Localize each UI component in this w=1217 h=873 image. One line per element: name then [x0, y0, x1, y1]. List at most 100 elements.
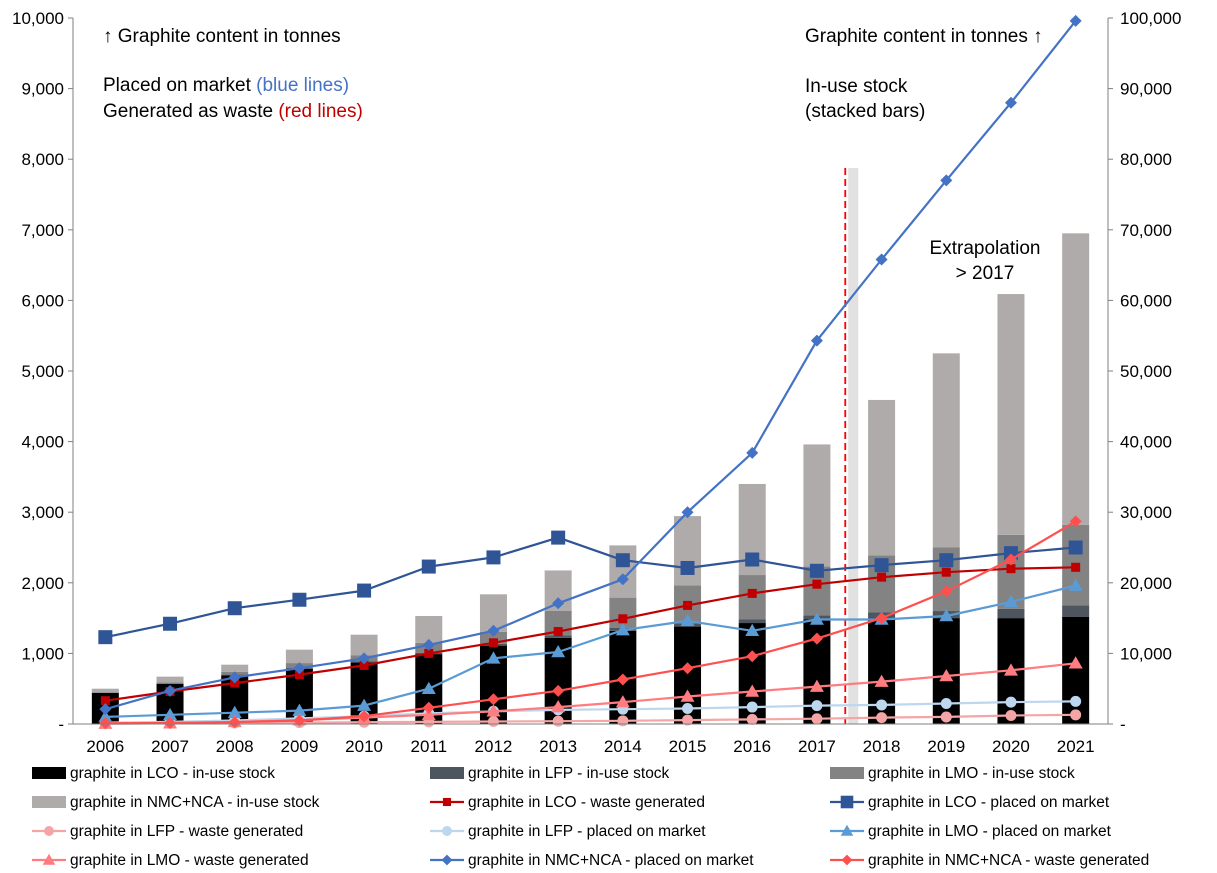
line-graphite-in-lmo-placed-on-market: [105, 584, 1076, 718]
point-graphite-in-lfp-placed-on-market-2016: [746, 701, 758, 713]
bar-graphite-in-nmc-nca-in-use-stock-2010: [350, 634, 378, 656]
right-tick-label: 90,000: [1120, 80, 1172, 99]
right-tick-label: 80,000: [1120, 150, 1172, 169]
right-tick-label: 40,000: [1120, 433, 1172, 452]
left-tick-label: 2,000: [21, 574, 64, 593]
point-graphite-in-nmc-nca-waste-generated-2014: [616, 673, 629, 686]
extrapolation-shadow: [848, 168, 859, 724]
legend-label: graphite in LFP - in-use stock: [468, 765, 670, 782]
point-graphite-in-lco-waste-generated-2018: [877, 572, 887, 582]
legend-item-graphite-in-lmo-waste-generated: graphite in LMO - waste generated: [32, 852, 309, 869]
point-graphite-in-nmc-nca-placed-on-market-2013: [552, 597, 565, 610]
extrapolation-label: Extrapolation: [930, 238, 1041, 259]
line-graphite-in-lco-placed-on-market: [105, 536, 1076, 639]
point-graphite-in-lco-placed-on-market-2016: [745, 552, 760, 567]
left-tick-label: -: [58, 715, 64, 734]
right-tick-label: 30,000: [1120, 503, 1172, 522]
bar-graphite-in-lco-in-use-stock-2021: [1062, 616, 1090, 724]
point-graphite-in-lmo-placed-on-market-2008: [227, 705, 242, 718]
point-graphite-in-lco-waste-generated-2012: [488, 638, 498, 648]
point-graphite-in-lfp-placed-on-market-2018: [876, 699, 888, 711]
placed-on-market-color-hint: (blue lines): [256, 75, 349, 96]
point-graphite-in-nmc-nca-placed-on-market-2009: [293, 662, 306, 675]
bar-graphite-in-lmo-in-use-stock-2007: [156, 682, 184, 684]
legend-swatch: [32, 767, 66, 779]
x-tick-label: 2008: [216, 737, 254, 756]
point-graphite-in-nmc-nca-waste-generated-2019: [940, 585, 953, 598]
point-graphite-in-lmo-waste-generated-2019: [939, 668, 954, 682]
bar-graphite-in-nmc-nca-in-use-stock-2021: [1062, 233, 1090, 525]
point-graphite-in-lmo-placed-on-market-2021: [1068, 578, 1083, 591]
legend-swatch: [430, 767, 464, 779]
point-graphite-in-nmc-nca-placed-on-market-2019: [940, 174, 953, 187]
bar-graphite-in-nmc-nca-in-use-stock-2008: [221, 664, 249, 672]
placed-on-market-prefix: Placed on market: [103, 75, 256, 96]
bar-graphite-in-lfp-in-use-stock-2021: [1062, 605, 1090, 617]
legend-swatch: [830, 767, 864, 779]
right-axis-unit: Graphite content in tonnes ↑: [805, 26, 1043, 47]
point-graphite-in-lmo-waste-generated-2013: [551, 700, 566, 713]
left-tick-label: 8,000: [21, 150, 64, 169]
legend-label: graphite in LMO - waste generated: [70, 852, 309, 869]
legend-label: graphite in LCO - waste generated: [468, 794, 705, 811]
legend-item-graphite-in-lfp-waste-generated: graphite in LFP - waste generated: [32, 823, 303, 840]
legend-item-graphite-in-lfp-placed-on-market: graphite in LFP - placed on market: [430, 823, 706, 840]
point-graphite-in-lco-waste-generated-2014: [618, 614, 628, 624]
legend-item-graphite-in-lco-placed-on-market: graphite in LCO - placed on market: [830, 794, 1110, 811]
point-graphite-in-lmo-placed-on-market-2014: [615, 623, 630, 636]
point-graphite-in-nmc-nca-placed-on-market-2008: [228, 671, 241, 684]
x-tick-label: 2006: [86, 737, 124, 756]
point-graphite-in-nmc-nca-waste-generated-2009: [293, 714, 306, 727]
x-tick-label: 2013: [539, 737, 577, 756]
axes: - 1,000 2,000 3,000 4,000 5,000 6,000 7,000 8,00…: [12, 9, 1181, 756]
x-tick-label: 2010: [345, 737, 383, 756]
line-series: [98, 14, 1083, 730]
x-tick-label: 2016: [733, 737, 771, 756]
legend-label: graphite in NMC+NCA - in-use stock: [70, 794, 320, 811]
legend-label: graphite in LFP - waste generated: [70, 823, 303, 840]
legend-swatch-marker: [42, 853, 56, 865]
bar-graphite-in-nmc-nca-in-use-stock-2007: [156, 676, 184, 683]
point-graphite-in-lmo-placed-on-market-2017: [809, 612, 824, 625]
point-graphite-in-lco-placed-on-market-2021: [1068, 540, 1083, 555]
point-graphite-in-lmo-placed-on-market-2013: [551, 644, 566, 658]
left-tick-label: 7,000: [21, 221, 64, 240]
point-graphite-in-lco-placed-on-market-2015: [680, 560, 695, 575]
extrapolation-marker: [844, 168, 859, 724]
left-tick-label: 10,000: [12, 9, 64, 28]
point-graphite-in-nmc-nca-waste-generated-2011: [422, 701, 435, 714]
point-graphite-in-lmo-waste-generated-2021: [1068, 656, 1083, 669]
left-tick-label: 5,000: [21, 362, 64, 381]
point-graphite-in-lmo-placed-on-market-2012: [486, 651, 501, 664]
point-graphite-in-lfp-placed-on-market-2020: [1005, 696, 1017, 708]
series-graphite-in-nmc-nca-waste-generated: [99, 515, 1082, 730]
point-graphite-in-lmo-waste-generated-2012: [486, 704, 501, 717]
bar-graphite-in-nmc-nca-in-use-stock-2017: [803, 444, 831, 567]
legend-label: graphite in LFP - placed on market: [468, 823, 706, 840]
point-graphite-in-nmc-nca-placed-on-market-2010: [358, 652, 371, 665]
legend-swatch-marker: [840, 824, 854, 836]
series-graphite-in-lco-placed-on-market: [98, 530, 1083, 645]
point-graphite-in-lco-waste-generated-2010: [359, 660, 369, 670]
legend-item-graphite-in-lmo-in-use-stock: graphite in LMO - in-use stock: [830, 765, 1075, 782]
bar-graphite-in-nmc-nca-in-use-stock-2006: [91, 688, 119, 693]
point-graphite-in-nmc-nca-waste-generated-2016: [746, 650, 759, 663]
x-tick-label: 2018: [863, 737, 901, 756]
right-tick-label: 70,000: [1120, 221, 1172, 240]
series-graphite-in-lmo-placed-on-market: [98, 578, 1083, 723]
point-graphite-in-lmo-placed-on-market-2007: [163, 707, 178, 721]
legend-item-graphite-in-lco-waste-generated: graphite in LCO - waste generated: [430, 794, 705, 811]
point-graphite-in-lco-waste-generated-2021: [1071, 562, 1081, 572]
legend-swatch-marker: [841, 854, 853, 866]
point-graphite-in-lco-waste-generated-2011: [424, 648, 434, 658]
point-graphite-in-lmo-placed-on-market-2019: [939, 608, 954, 622]
waste-generated-note: Generated as waste (red lines): [103, 101, 363, 122]
x-tick-label: 2014: [604, 737, 642, 756]
point-graphite-in-lmo-waste-generated-2017: [809, 679, 824, 692]
x-tick-label: 2007: [151, 737, 189, 756]
point-graphite-in-lco-placed-on-market-2011: [421, 559, 436, 574]
point-graphite-in-lmo-placed-on-market-2010: [357, 698, 372, 711]
bar-graphite-in-lfp-in-use-stock-2013: [544, 635, 572, 638]
x-tick-label: 2017: [798, 737, 836, 756]
